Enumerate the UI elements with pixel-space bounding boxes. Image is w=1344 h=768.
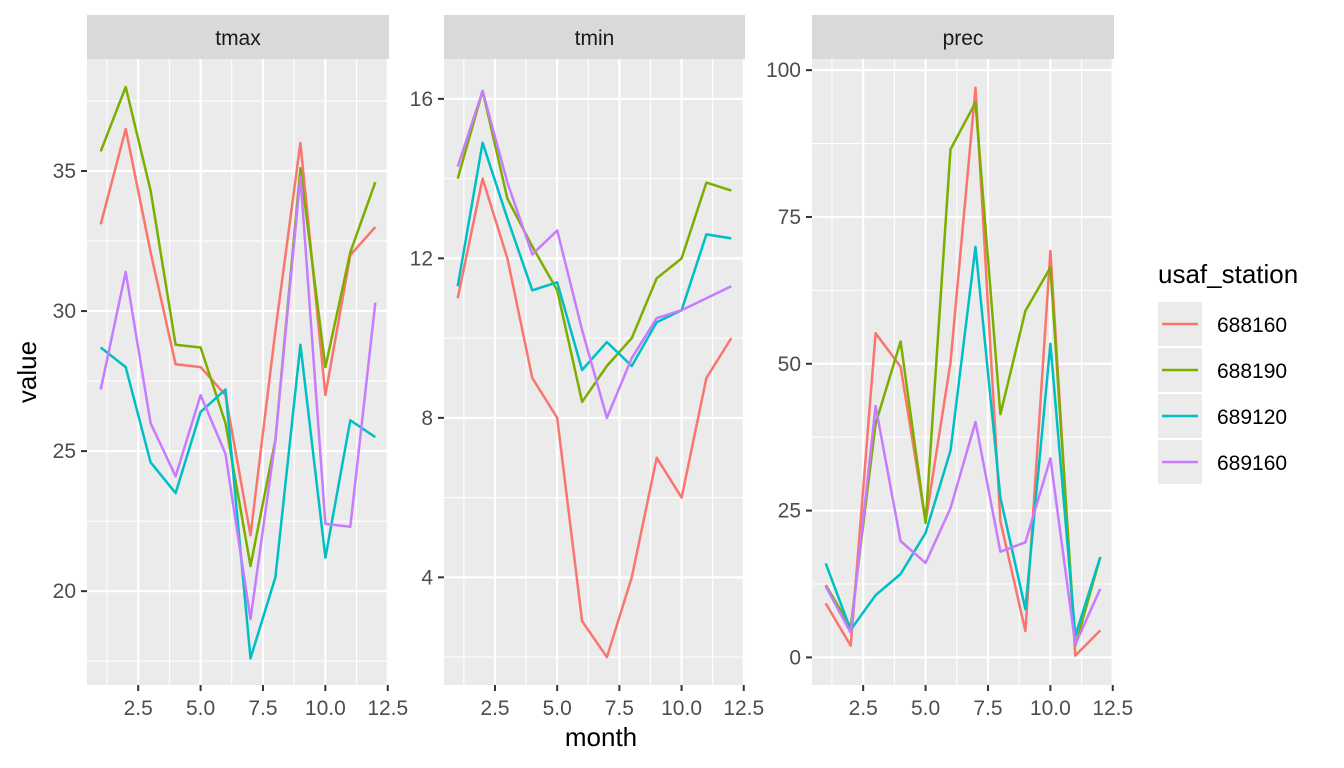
panel-tmax: tmax 2.5 5.0 7.5 10.0 12.5 20 25 30 35 xyxy=(53,15,408,720)
x-tick-label: 5.0 xyxy=(186,697,215,720)
x-tick-label: 7.5 xyxy=(248,697,277,720)
panel-tmin: tmin 2.5 5.0 7.5 10.0 12.5 4 8 12 16 xyxy=(410,15,764,720)
x-tick-label: 12.5 xyxy=(1092,697,1133,720)
x-tick-label: 5.0 xyxy=(543,697,572,720)
series-line-688160 xyxy=(456,177,733,659)
facet-strip-label: tmin xyxy=(575,27,615,50)
legend-label: 688160 xyxy=(1217,314,1287,337)
x-tick-label: 5.0 xyxy=(911,697,940,720)
legend-title: usaf_station xyxy=(1158,259,1298,289)
facet-strip xyxy=(444,15,745,59)
y-tick-label: 50 xyxy=(778,353,801,376)
facet-strip-label: prec xyxy=(943,27,984,50)
series-line-689160 xyxy=(99,175,377,621)
panels-layer: tmax 2.5 5.0 7.5 10.0 12.5 20 25 30 35 tmin 2.5 5.0 7… xyxy=(53,15,1133,720)
series-line-688190 xyxy=(99,85,377,568)
series-line-688160 xyxy=(99,127,377,537)
series-line-688190 xyxy=(824,101,1102,647)
facet-strip xyxy=(87,15,389,59)
y-tick-label: 75 xyxy=(778,206,801,229)
legend-keys: 688160 688190 689120 689160 xyxy=(1158,302,1287,484)
x-tick-label: 2.5 xyxy=(849,697,878,720)
x-tick-label: 12.5 xyxy=(367,697,408,720)
y-tick-label: 100 xyxy=(766,59,801,82)
x-tick-label: 2.5 xyxy=(124,697,153,720)
y-tick-label: 16 xyxy=(410,88,433,111)
y-tick-label: 4 xyxy=(421,566,433,589)
y-axis-title: value xyxy=(12,341,42,403)
panel-prec: prec 2.5 5.0 7.5 10.0 12.5 0 25 50 75 100 xyxy=(766,15,1133,720)
legend: usaf_station 688160 688190 689120 689160 xyxy=(1158,259,1298,484)
y-tick-label: 25 xyxy=(53,440,76,463)
y-tick-label: 25 xyxy=(778,500,801,523)
legend-item-688190: 688190 xyxy=(1158,348,1287,392)
facet-strip xyxy=(812,15,1114,59)
series-line-689120 xyxy=(99,343,376,660)
x-tick-label: 7.5 xyxy=(605,697,634,720)
series-line-689120 xyxy=(824,245,1102,637)
y-tick-label: 35 xyxy=(53,160,76,183)
series-line-689160 xyxy=(456,89,732,420)
series-line-689160 xyxy=(824,404,1102,646)
y-tick-label: 12 xyxy=(410,247,433,270)
legend-item-688160: 688160 xyxy=(1158,302,1287,346)
y-tick-label: 8 xyxy=(421,407,433,430)
x-tick-label: 7.5 xyxy=(973,697,1002,720)
x-tick-label: 10.0 xyxy=(661,697,702,720)
legend-label: 689160 xyxy=(1217,452,1287,475)
legend-label: 689120 xyxy=(1217,406,1287,429)
legend-item-689120: 689120 xyxy=(1158,394,1287,438)
legend-item-689160: 689160 xyxy=(1158,440,1287,484)
series-line-689120 xyxy=(456,141,732,372)
x-tick-label: 12.5 xyxy=(723,697,764,720)
x-tick-label: 2.5 xyxy=(480,697,509,720)
x-tick-label: 10.0 xyxy=(305,697,346,720)
series-line-688190 xyxy=(456,89,732,404)
legend-label: 688190 xyxy=(1217,360,1287,383)
x-tick-label: 10.0 xyxy=(1030,697,1071,720)
facet-strip-label: tmax xyxy=(215,27,261,50)
y-tick-label: 20 xyxy=(53,580,76,603)
y-tick-label: 30 xyxy=(53,300,76,323)
x-axis-title: month xyxy=(565,722,637,752)
y-tick-label: 0 xyxy=(789,646,801,669)
